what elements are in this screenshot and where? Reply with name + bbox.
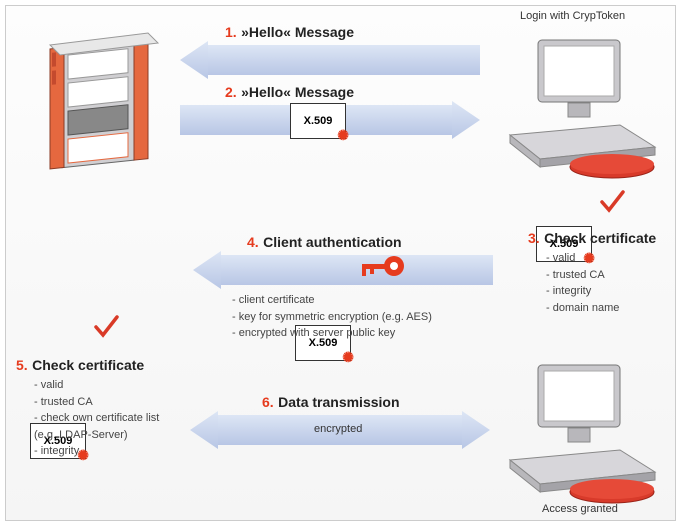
step-3: 3. Check certificate - valid - trusted C…: [528, 230, 656, 316]
step4-item: - client certificate: [232, 292, 432, 309]
step5-item: (e.g. LDAP-Server): [34, 427, 159, 444]
step3-item: - trusted CA: [546, 267, 656, 284]
step4-item: - key for symmetric encryption (e.g. AES…: [232, 309, 432, 326]
step5-num: 5.: [16, 357, 28, 373]
step5-item: - integrity: [34, 443, 159, 460]
step3-num: 3.: [528, 230, 540, 246]
login-label: Login with CrypToken: [520, 10, 625, 22]
step-4: 4. Client authentication: [247, 234, 402, 252]
step5-items: - valid - trusted CA - check own certifi…: [34, 377, 159, 460]
step4-title: Client authentication: [263, 234, 401, 250]
step3-items: - valid - trusted CA - integrity - domai…: [546, 250, 656, 316]
step6-title: Data transmission: [278, 394, 399, 410]
step-2: 2. »Hello« Message: [225, 84, 354, 102]
checkmark-step3: [598, 188, 626, 216]
step6-num: 6.: [262, 394, 274, 410]
step-5: 5. Check certificate - valid - trusted C…: [16, 357, 159, 460]
step2-num: 2.: [225, 84, 237, 100]
step5-title: Check certificate: [32, 357, 144, 373]
step4-item: - encrypted with server public key: [232, 325, 432, 342]
step-6: 6. Data transmission: [262, 394, 400, 412]
access-granted-label: Access granted: [542, 503, 618, 515]
step3-item: - domain name: [546, 300, 656, 317]
key-icon: [358, 252, 408, 286]
step2-title: »Hello« Message: [241, 84, 354, 100]
step5-item: - trusted CA: [34, 394, 159, 411]
step3-item: - valid: [546, 250, 656, 267]
step4-items: - client certificate - key for symmetric…: [232, 292, 432, 342]
step5-item: - check own certificate list: [34, 410, 159, 427]
step5-item: - valid: [34, 377, 159, 394]
step3-title: Check certificate: [544, 230, 656, 246]
checkmark-step5: [92, 313, 120, 341]
step-1: 1. »Hello« Message: [225, 24, 354, 42]
step6-encrypted-label: encrypted: [314, 423, 362, 435]
step3-item: - integrity: [546, 283, 656, 300]
step1-title: »Hello« Message: [241, 24, 354, 40]
cert-step2: X.509: [290, 103, 346, 139]
step1-num: 1.: [225, 24, 237, 40]
step4-num: 4.: [247, 234, 259, 250]
